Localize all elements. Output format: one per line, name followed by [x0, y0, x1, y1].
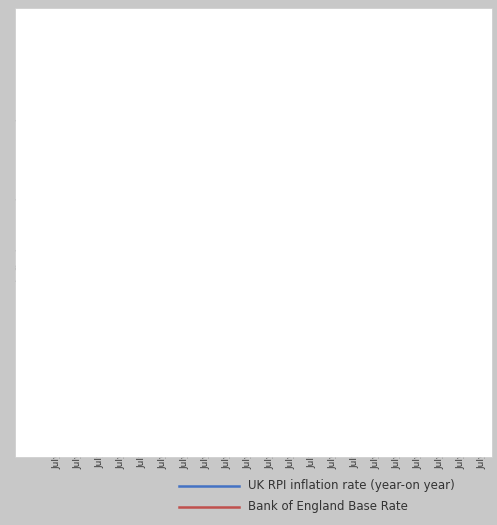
Y-axis label: UK RPI inflation rate (year-on-year): UK RPI inflation rate (year-on-year): [15, 117, 29, 324]
Text: Bank of England Base Rate: Bank of England Base Rate: [248, 500, 409, 513]
Text: UK RPI inflation rate (year-on year): UK RPI inflation rate (year-on year): [248, 479, 455, 492]
